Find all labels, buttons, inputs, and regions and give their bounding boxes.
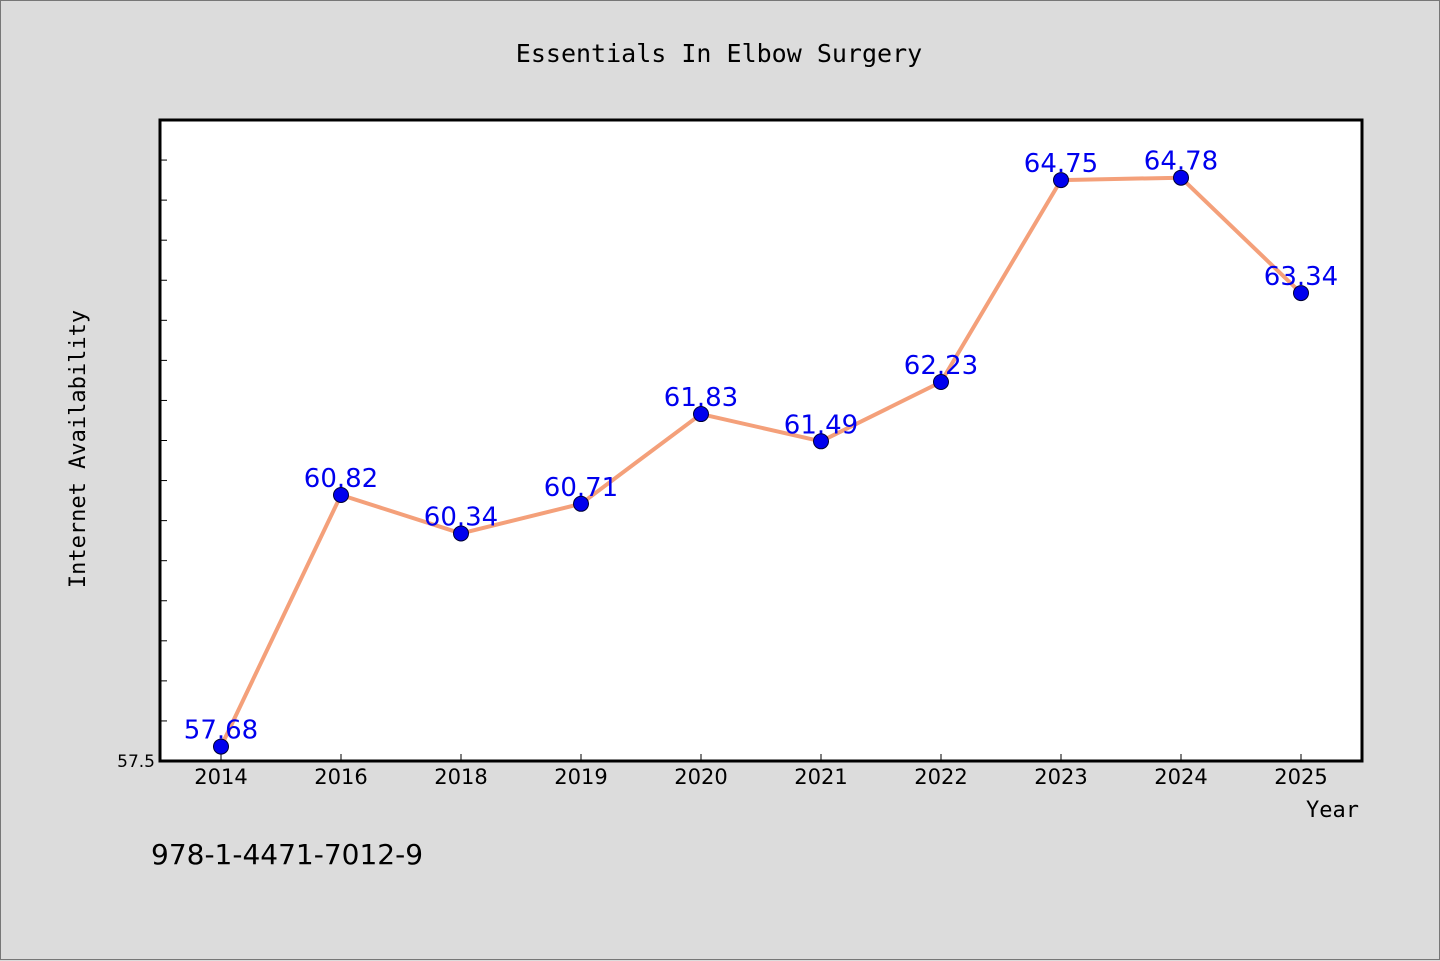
data-label: 64.75 (1024, 149, 1098, 179)
data-point (453, 525, 469, 542)
y-tick-label: 57.5 (117, 752, 155, 772)
data-label: 64.78 (1144, 147, 1218, 177)
x-tick-label: 2025 (1274, 765, 1327, 789)
data-label: 60.71 (544, 473, 618, 503)
data-point (573, 495, 589, 512)
x-tick-label: 2016 (314, 765, 367, 789)
y-axis-label: Internet Availability (66, 310, 91, 588)
x-tick-label: 2014 (194, 765, 247, 789)
data-point (813, 433, 829, 450)
plot-area (158, 118, 1364, 763)
chart-title: Essentials In Elbow Surgery (516, 39, 922, 68)
data-point (693, 406, 709, 423)
data-point (213, 738, 229, 755)
data-points (213, 169, 1309, 755)
data-labels: 57.68 60.82 60.34 60.71 61.83 61.49 62.23 64.75… (184, 147, 1338, 746)
x-tick-label: 2020 (674, 765, 727, 789)
x-tick-label: 2021 (794, 765, 847, 789)
data-point (333, 486, 349, 503)
y-axis-ticks (160, 159, 167, 722)
data-point (1293, 285, 1309, 302)
x-axis-tick-labels: 2014 2016 2018 2019 2020 2021 2022 2023 2024 2025 (194, 765, 1327, 789)
x-tick-label: 2018 (434, 765, 487, 789)
x-tick-label: 2022 (914, 765, 967, 789)
x-axis-ticks (220, 754, 1302, 761)
x-axis-label: Year (1306, 798, 1359, 823)
x-tick-label: 2024 (1154, 765, 1207, 789)
data-label: 57.68 (184, 716, 258, 746)
isbn-text: 978-1-4471-7012-9 (151, 838, 423, 871)
data-point (1053, 172, 1069, 189)
series-line (219, 175, 1303, 749)
data-point (1173, 169, 1189, 186)
data-label: 60.82 (304, 464, 378, 494)
data-label: 62.23 (904, 351, 978, 381)
data-label: 63.34 (1264, 262, 1338, 292)
x-tick-label: 2023 (1034, 765, 1087, 789)
data-point (933, 374, 949, 391)
data-label: 61.49 (784, 410, 858, 440)
x-tick-label: 2019 (554, 765, 607, 789)
series-line-group (219, 175, 1303, 749)
data-label: 61.83 (664, 383, 738, 413)
data-label: 60.34 (424, 502, 498, 532)
